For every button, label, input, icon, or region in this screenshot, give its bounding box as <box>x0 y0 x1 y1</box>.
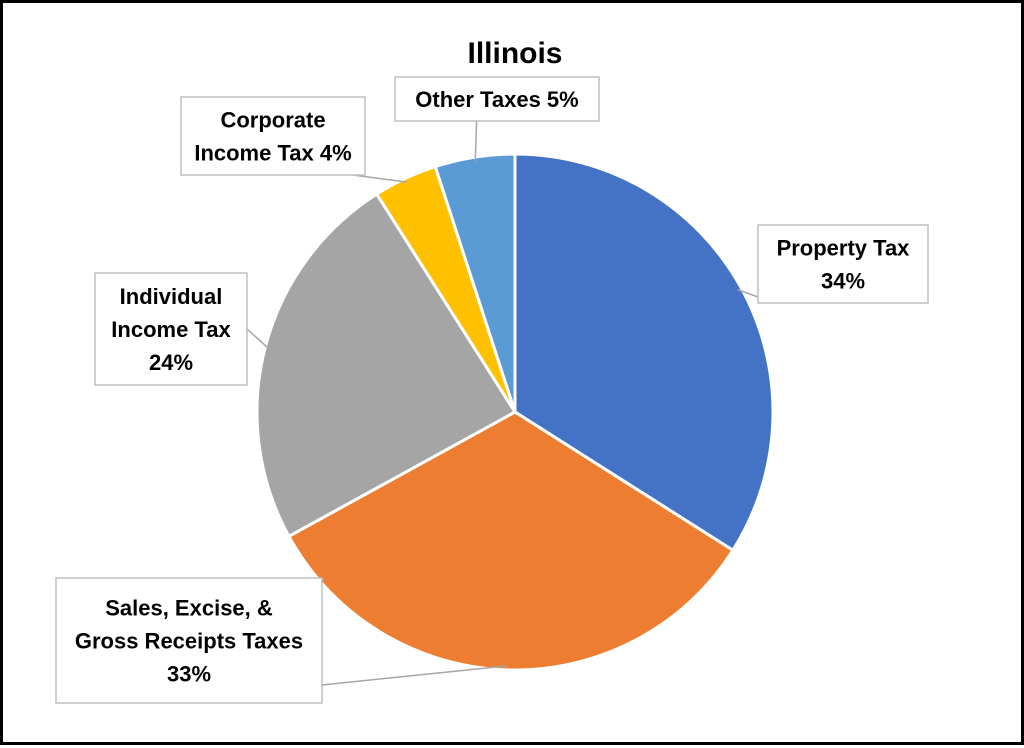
pie-slices <box>255 152 775 672</box>
data-label-other-taxes: Other Taxes 5% <box>394 76 600 122</box>
data-label-text: Property Tax <box>777 236 911 261</box>
leader-line-corporate-income-tax <box>352 174 407 183</box>
slice-individual-income-tax <box>255 192 518 539</box>
data-label-sales-excise-gross-receipts-taxes: Sales, Excise, & Gross Receipts Taxes 33% <box>55 577 323 704</box>
data-label-text: Corporate <box>220 108 325 133</box>
data-label-box <box>757 224 929 304</box>
data-label-text: Sales, Excise, & <box>105 596 273 621</box>
data-label-box <box>94 272 248 386</box>
data-label-text: Other Taxes 5% <box>415 87 578 112</box>
data-label-box <box>394 76 600 122</box>
data-label-text: Income Tax <box>111 317 231 342</box>
data-label-property-tax: Property Tax 34% <box>757 224 929 304</box>
data-label-text: 24% <box>149 350 193 375</box>
data-label-box <box>55 577 323 704</box>
leader-line-sales-excise-gross-receipts-taxes <box>321 665 508 686</box>
pie-chart: Illinois Property Tax 34% Sales, Excise, &… <box>55 37 929 704</box>
data-label-text: 34% <box>821 269 865 294</box>
data-labels: Property Tax 34% Sales, Excise, & Gross Rec… <box>55 76 929 704</box>
data-label-text: Income Tax 4% <box>194 141 351 166</box>
data-label-text: 33% <box>167 662 211 687</box>
leader-line-individual-income-tax <box>246 328 270 350</box>
leader-lines <box>246 120 759 686</box>
data-label-text: Gross Receipts Taxes <box>75 629 303 654</box>
data-label-corporate-income-tax: Corporate Income Tax 4% <box>180 96 366 176</box>
data-label-individual-income-tax: Individual Income Tax 24% <box>94 272 248 386</box>
chart-title: Illinois <box>467 37 562 70</box>
leader-line-property-tax <box>737 288 759 298</box>
data-label-text: Individual <box>120 284 223 309</box>
data-label-box <box>180 96 366 176</box>
leader-line-other-taxes <box>474 120 478 162</box>
